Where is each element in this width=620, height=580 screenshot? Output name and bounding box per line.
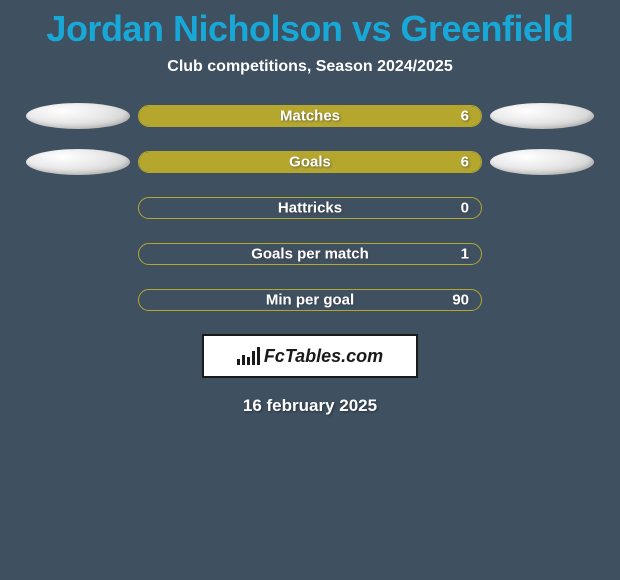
stat-value: 1 [461, 246, 469, 263]
right-marker-slot [482, 149, 602, 175]
stat-rows: Matches 6 Goals 6 [0, 104, 620, 312]
stat-value: 6 [461, 154, 469, 171]
stat-label: Goals [289, 154, 331, 171]
stat-row-goals-per-match: Goals per match 1 [0, 242, 620, 266]
date-text: 16 february 2025 [0, 396, 620, 416]
stat-label: Hattricks [278, 200, 342, 217]
left-marker-slot [18, 241, 138, 267]
stat-bar: Min per goal 90 [138, 289, 482, 311]
left-marker-slot [18, 149, 138, 175]
comparison-widget: Jordan Nicholson vs Greenfield Club comp… [0, 0, 620, 416]
stat-bar: Goals per match 1 [138, 243, 482, 265]
stat-value: 6 [461, 108, 469, 125]
left-marker-slot [18, 103, 138, 129]
stat-row-goals: Goals 6 [0, 150, 620, 174]
bars-icon [237, 347, 260, 365]
ellipse-marker [490, 149, 594, 175]
right-marker-slot [482, 195, 602, 221]
stat-value: 0 [461, 200, 469, 217]
stat-bar: Matches 6 [138, 105, 482, 127]
logo: FcTables.com [237, 346, 383, 367]
right-marker-slot [482, 287, 602, 313]
left-marker-slot [18, 287, 138, 313]
stat-bar: Hattricks 0 [138, 197, 482, 219]
page-title: Jordan Nicholson vs Greenfield [0, 8, 620, 50]
ellipse-marker [490, 103, 594, 129]
stat-row-matches: Matches 6 [0, 104, 620, 128]
right-marker-slot [482, 241, 602, 267]
ellipse-marker [26, 149, 130, 175]
logo-text: FcTables.com [264, 346, 383, 367]
stat-value: 90 [452, 292, 469, 309]
logo-box: FcTables.com [202, 334, 418, 378]
subtitle: Club competitions, Season 2024/2025 [0, 58, 620, 76]
stat-bar: Goals 6 [138, 151, 482, 173]
stat-label: Matches [280, 108, 340, 125]
stat-label: Goals per match [251, 246, 369, 263]
stat-label: Min per goal [266, 292, 354, 309]
left-marker-slot [18, 195, 138, 221]
right-marker-slot [482, 103, 602, 129]
stat-row-hattricks: Hattricks 0 [0, 196, 620, 220]
stat-row-min-per-goal: Min per goal 90 [0, 288, 620, 312]
ellipse-marker [26, 103, 130, 129]
